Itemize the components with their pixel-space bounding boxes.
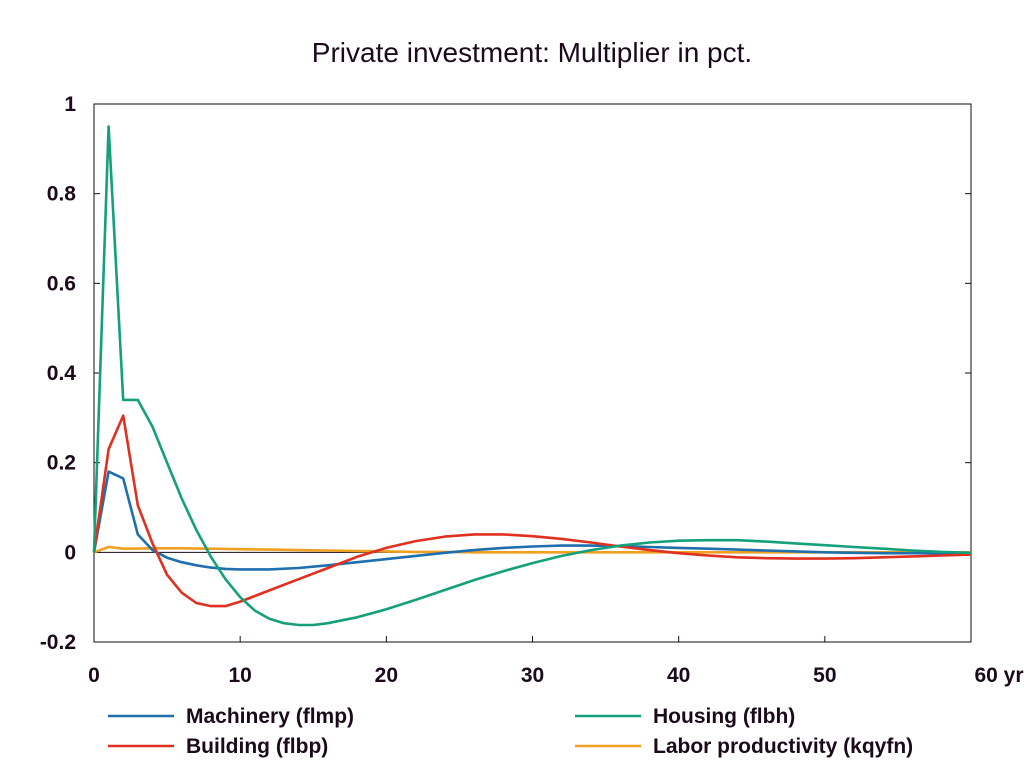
y-tick-label: 0.8	[47, 183, 77, 206]
legend-label-labor-productivity: Labor productivity (kqyfn)	[653, 735, 913, 758]
y-tick-label: 1	[64, 93, 76, 116]
plot-area-frame	[93, 103, 972, 643]
legend-label-machinery: Machinery (flmp)	[186, 705, 354, 728]
x-tick-label: 20	[375, 664, 398, 687]
series-lines	[92, 125, 972, 627]
legend: Machinery (flmp) Housing (flbh) Building (…	[108, 705, 913, 758]
y-tick-label: 0.4	[47, 362, 77, 385]
x-tick-label: 10	[228, 664, 251, 687]
y-tick-label: 0	[64, 541, 76, 564]
series-line-housing	[92, 125, 972, 627]
series-line-machinery	[92, 470, 971, 571]
y-tick-label: -0.2	[40, 631, 76, 654]
legend-label-housing: Housing (flbh)	[653, 705, 795, 728]
x-tick-label: 0	[88, 664, 100, 687]
y-axis: -0.2 0 0.2 0.4 0.6 0.8 1	[40, 93, 971, 654]
y-tick-label: 0.2	[47, 452, 76, 475]
chart-title: Private investment: Multiplier in pct.	[312, 37, 752, 68]
x-tick-label: 60 yr	[974, 664, 1023, 687]
legend-label-building: Building (flbp)	[186, 735, 328, 758]
y-tick-label: 0.6	[47, 272, 76, 295]
x-tick-label: 50	[813, 664, 836, 687]
x-tick-label: 30	[521, 664, 544, 687]
x-tick-label: 40	[667, 664, 690, 687]
series-line-building	[92, 414, 972, 608]
x-axis: 0 10 20 30 40 50 60 yr	[88, 636, 1024, 687]
